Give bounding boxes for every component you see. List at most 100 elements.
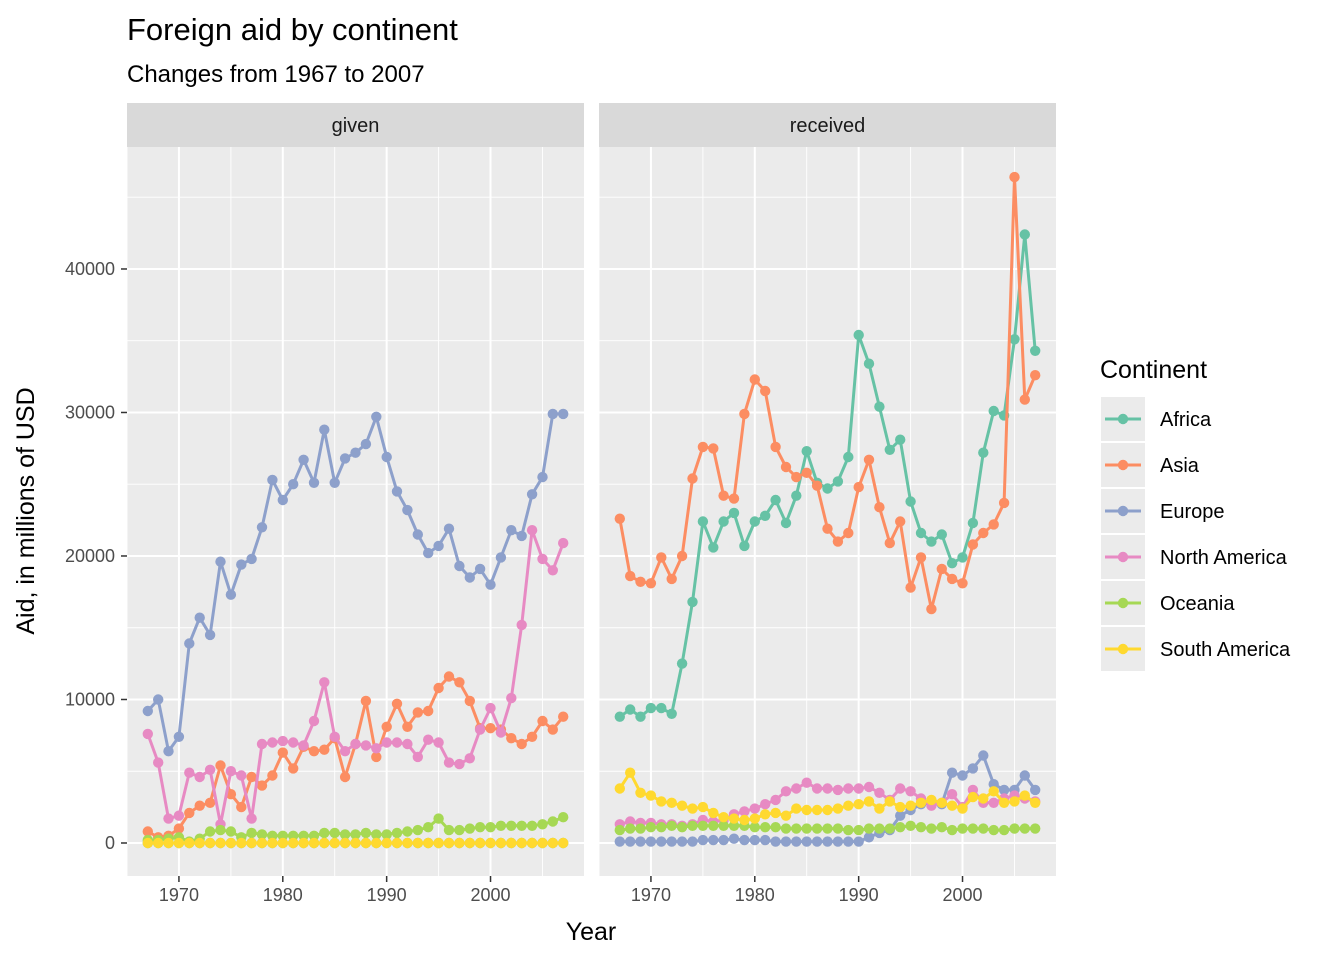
data-point-asia	[485, 723, 496, 734]
data-point-north-america	[760, 799, 771, 810]
data-point-oceania	[256, 829, 268, 840]
data-point-south-america	[173, 837, 185, 849]
data-point-europe	[739, 834, 750, 846]
data-point-europe	[267, 474, 278, 486]
data-point-south-america	[423, 837, 434, 849]
data-point-north-america	[874, 787, 885, 798]
data-point-asia	[236, 801, 247, 813]
data-point-south-america	[391, 837, 403, 849]
data-point-oceania	[915, 822, 927, 833]
data-point-asia	[267, 770, 278, 781]
data-point-south-america	[874, 803, 885, 814]
x-tick-label: 2000	[942, 885, 982, 905]
data-point-europe	[485, 579, 496, 590]
data-point-south-america	[246, 837, 257, 849]
data-point-oceania	[339, 829, 351, 840]
legend: Continent Africa Asia Europe North America O…	[1100, 356, 1291, 671]
data-point-oceania	[516, 820, 527, 831]
data-point-africa	[988, 405, 999, 417]
data-point-europe	[163, 746, 174, 757]
data-point-north-america	[946, 789, 958, 800]
x-tick-label: 1980	[263, 885, 303, 905]
y-tick-label: 40000	[65, 259, 115, 279]
data-point-oceania	[853, 824, 864, 836]
data-point-oceania	[558, 812, 569, 823]
data-point-asia	[614, 513, 625, 524]
data-point-south-america	[225, 837, 237, 849]
data-point-europe	[718, 834, 729, 846]
data-point-oceania	[905, 820, 916, 831]
data-point-oceania	[666, 820, 677, 831]
data-point-south-america	[360, 837, 372, 849]
data-point-north-america	[256, 738, 268, 750]
data-point-oceania	[635, 823, 646, 834]
data-point-north-america	[895, 783, 906, 794]
data-point-oceania	[1030, 823, 1041, 834]
x-tick-label: 1990	[839, 885, 879, 905]
data-point-europe	[625, 836, 636, 847]
data-point-south-america	[749, 813, 760, 824]
data-point-asia	[780, 461, 792, 473]
data-point-north-america	[988, 797, 999, 808]
data-point-south-america	[516, 837, 527, 849]
data-point-europe	[946, 767, 958, 778]
data-point-asia	[142, 826, 153, 837]
data-point-oceania	[391, 827, 403, 839]
data-point-oceania	[780, 823, 792, 834]
data-point-oceania	[946, 824, 958, 836]
data-point-south-america	[946, 800, 958, 811]
data-point-oceania	[760, 822, 771, 833]
data-point-europe	[822, 836, 833, 847]
data-point-oceania	[547, 816, 558, 827]
data-point-south-america	[298, 837, 309, 849]
data-point-europe	[863, 832, 875, 843]
data-point-asia	[988, 519, 999, 530]
data-point-asia	[811, 480, 823, 491]
data-point-africa	[718, 516, 729, 527]
data-point-south-america	[485, 837, 496, 849]
data-point-europe	[780, 836, 792, 847]
data-point-africa	[915, 527, 927, 539]
data-point-europe	[832, 836, 844, 847]
data-point-africa	[749, 516, 760, 527]
data-point-oceania	[329, 827, 340, 839]
data-point-oceania	[625, 823, 636, 834]
data-point-europe	[547, 408, 558, 420]
data-point-europe	[433, 540, 444, 552]
data-point-north-america	[142, 728, 153, 740]
data-point-oceania	[749, 822, 760, 833]
data-point-africa	[926, 536, 937, 547]
data-point-oceania	[495, 820, 507, 831]
data-point-oceania	[423, 822, 434, 833]
data-point-europe	[454, 560, 465, 572]
data-point-asia	[998, 497, 1010, 509]
data-point-oceania	[204, 826, 216, 837]
data-point-africa	[687, 596, 698, 608]
data-point-asia	[967, 539, 979, 550]
data-point-europe	[760, 834, 771, 846]
data-point-asia	[277, 747, 288, 758]
data-point-north-america	[277, 735, 288, 747]
data-point-asia	[687, 473, 698, 484]
data-point-south-america	[412, 837, 423, 849]
data-point-asia	[391, 698, 403, 709]
data-point-south-america	[978, 793, 989, 804]
legend-label: North America	[1160, 547, 1288, 569]
legend-label: Asia	[1160, 455, 1200, 477]
data-point-oceania	[319, 827, 330, 839]
data-point-south-america	[547, 837, 558, 849]
data-point-africa	[957, 552, 968, 563]
data-point-north-america	[749, 803, 760, 814]
data-point-asia	[516, 738, 527, 750]
chart-subtitle: Changes from 1967 to 2007	[127, 61, 425, 88]
data-point-south-america	[526, 837, 538, 849]
data-point-north-america	[791, 783, 802, 794]
data-point-north-america	[371, 743, 382, 754]
data-point-africa	[760, 510, 771, 521]
data-point-africa	[645, 702, 657, 714]
data-point-asia	[360, 695, 372, 707]
data-point-asia	[371, 751, 382, 763]
data-point-europe	[687, 836, 698, 847]
data-point-africa	[656, 702, 667, 714]
data-point-europe	[225, 589, 237, 600]
